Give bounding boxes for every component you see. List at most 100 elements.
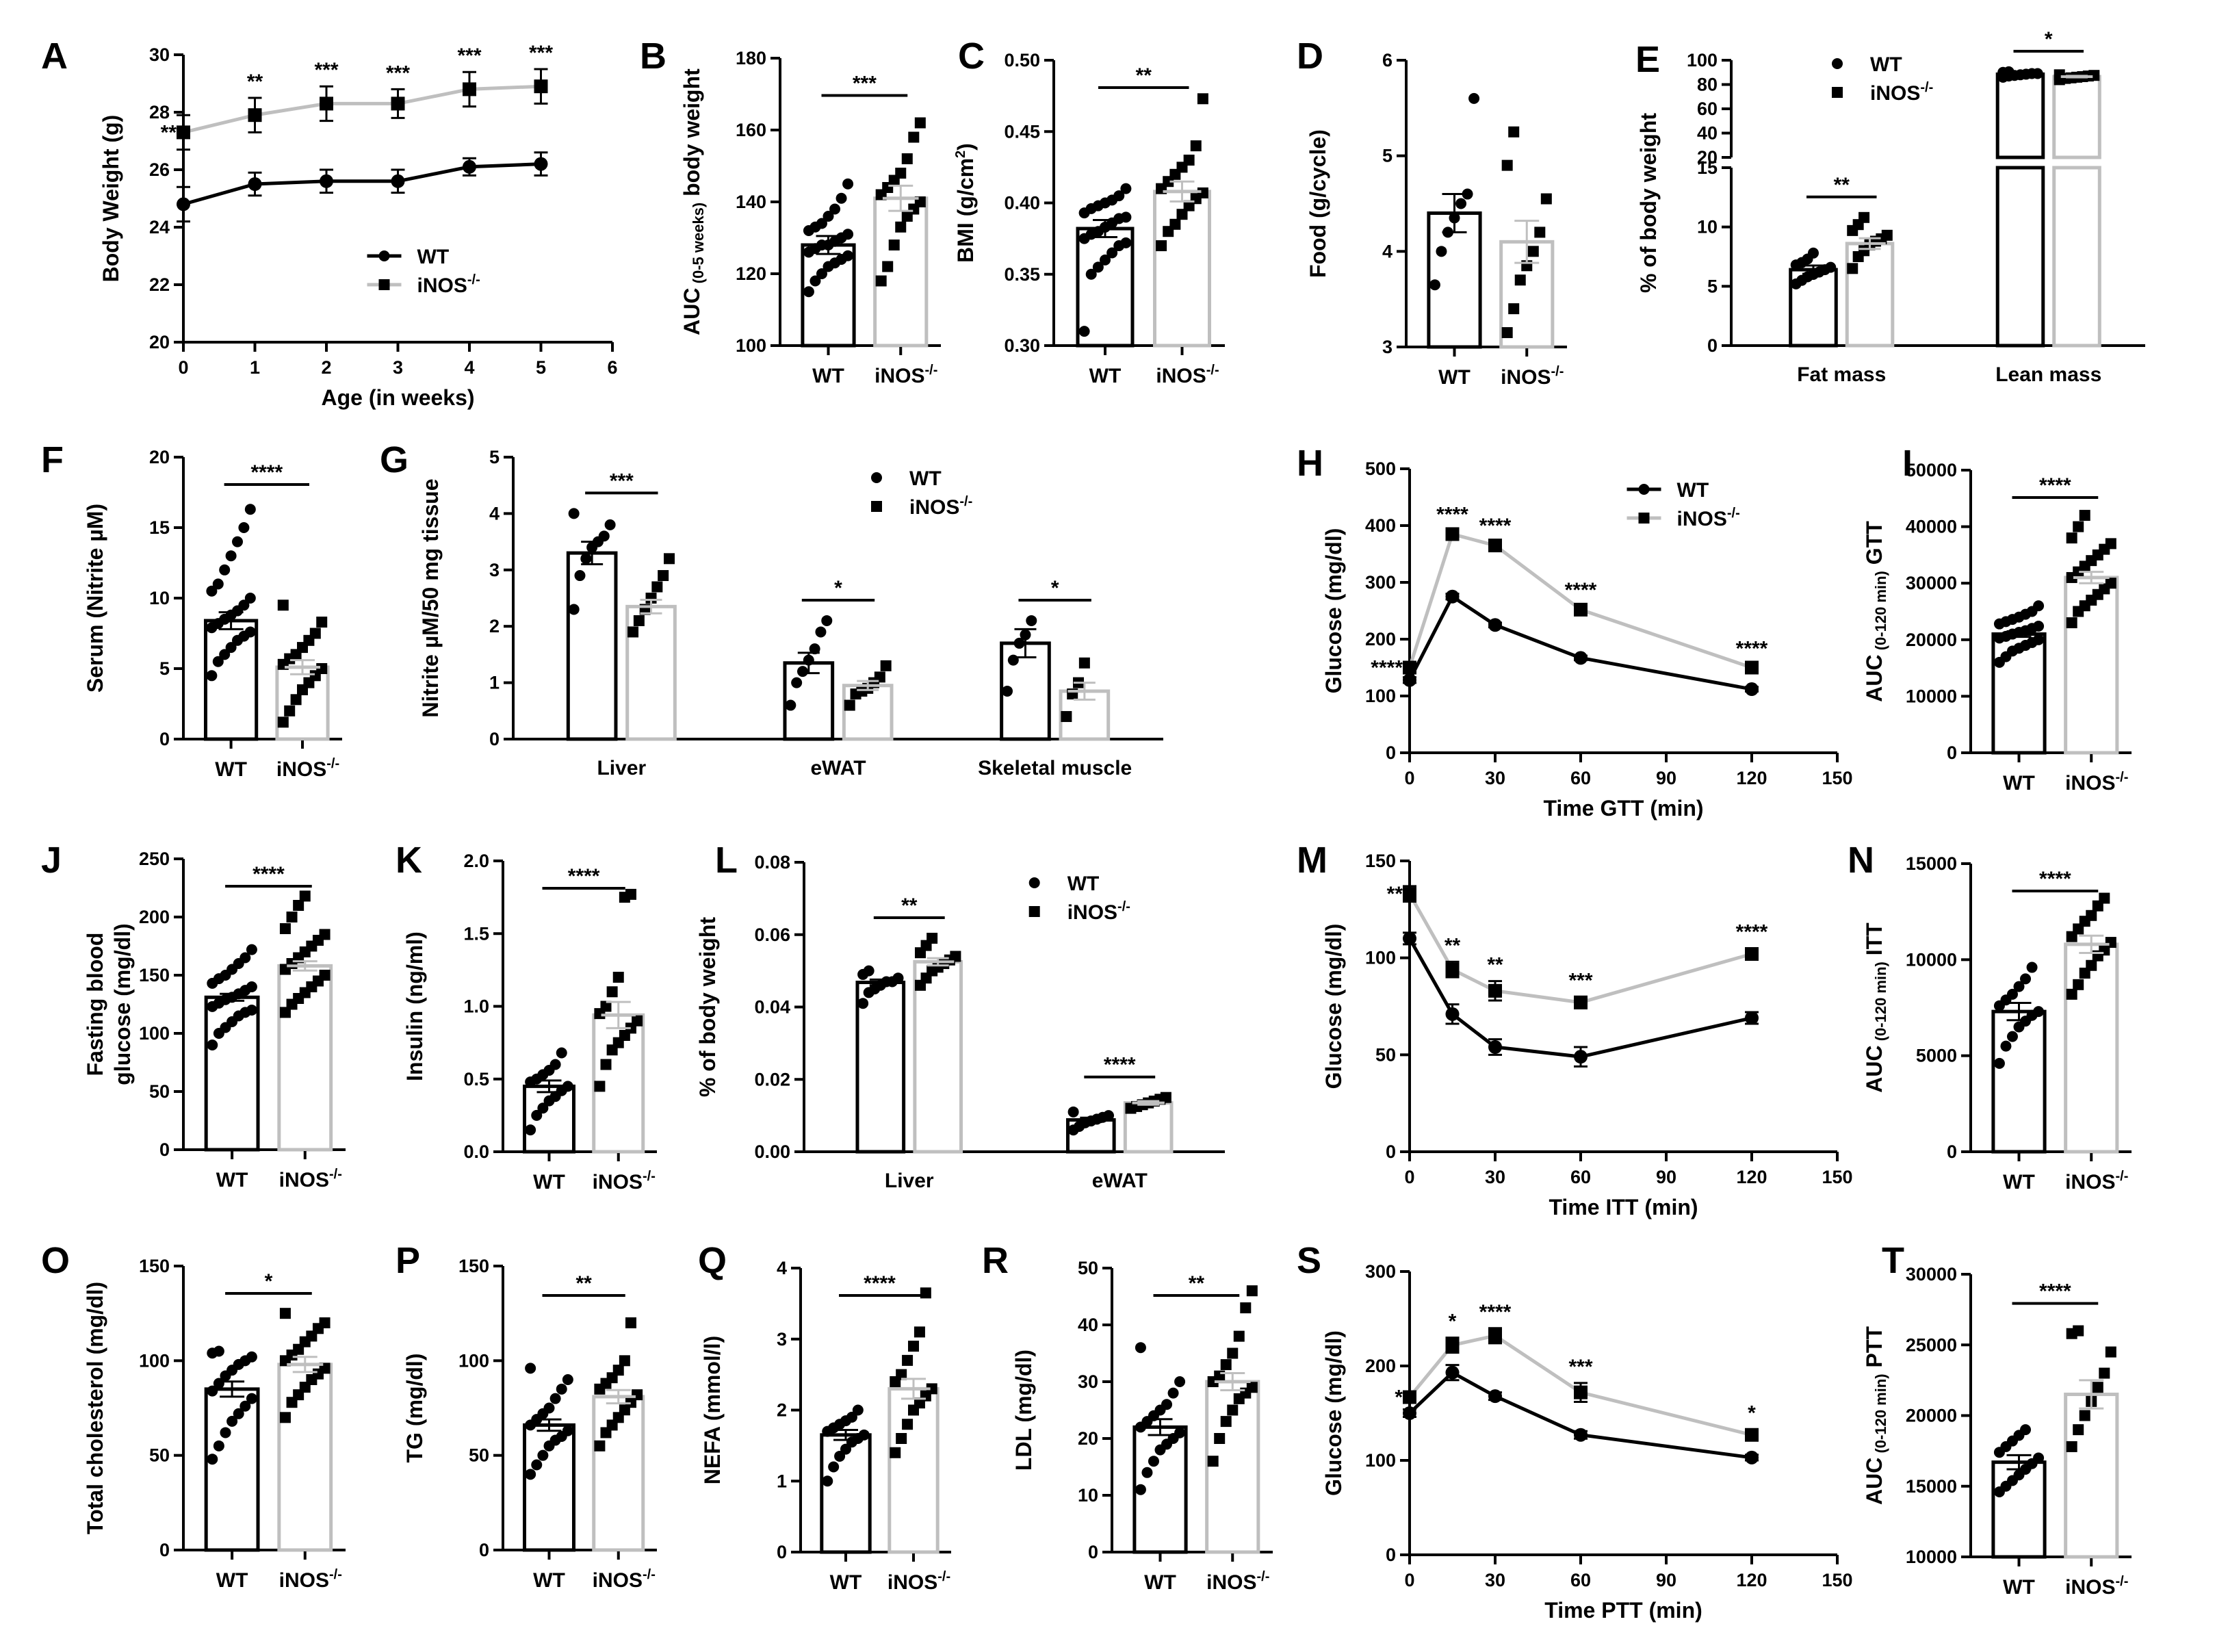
- y-tick-label: 100: [139, 1023, 170, 1044]
- data-point-inos: [1197, 187, 1208, 198]
- x-tick-label: 60: [1570, 1570, 1591, 1590]
- y-tick-label: 200: [1365, 629, 1396, 649]
- data-point-wt: [828, 1461, 840, 1473]
- data-point-wt: [1403, 673, 1416, 687]
- data-point-wt: [1468, 92, 1480, 104]
- data-point-inos: [651, 581, 663, 593]
- x-axis-label: Time GTT (min): [1543, 796, 1703, 821]
- data-point-inos: [1445, 962, 1460, 977]
- category-label-wt: WT: [1144, 1571, 1176, 1594]
- y-tick-label: 500: [1365, 459, 1396, 479]
- data-point-wt: [842, 178, 854, 190]
- data-point-wt: [207, 1454, 218, 1465]
- data-point-inos: [908, 1341, 919, 1352]
- significance-stars: *: [265, 1270, 273, 1293]
- data-point-wt: [213, 1440, 224, 1451]
- group-label: Fat mass: [1797, 363, 1886, 386]
- category-label-wt: WT: [2003, 772, 2035, 795]
- data-point-inos: [612, 972, 624, 983]
- y-tick-label: 150: [1365, 851, 1396, 871]
- y-tick-label: 180: [736, 48, 766, 68]
- y-tick-label: 0.40: [1004, 193, 1040, 214]
- data-point-inos: [277, 599, 289, 611]
- y-tick-label: 2: [489, 616, 500, 636]
- data-point-wt: [525, 1363, 536, 1374]
- data-point-wt: [2006, 988, 2018, 1000]
- panel-letter-r: R: [982, 1240, 1009, 1281]
- data-point-inos: [1574, 995, 1588, 1009]
- data-point-inos: [875, 275, 887, 287]
- data-point-wt: [2033, 634, 2045, 645]
- y-tick-label: 0: [159, 729, 170, 749]
- y-tick-label: 20: [1697, 147, 1718, 168]
- significance-stars: ****: [1104, 1054, 1136, 1076]
- group-label: eWAT: [810, 757, 866, 779]
- y-tick-label: 100: [458, 1350, 489, 1371]
- x-tick-label: 60: [1570, 768, 1591, 788]
- data-point-wt: [598, 530, 610, 542]
- data-point-inos: [290, 694, 302, 706]
- significance-stars: **: [1136, 64, 1152, 87]
- data-point-inos: [2086, 909, 2097, 921]
- significance-stars: ****: [250, 461, 283, 484]
- significance-stars: ****: [1736, 921, 1768, 944]
- y-tick-label: 40: [1078, 1315, 1098, 1335]
- y-tick-label: 160: [736, 120, 766, 140]
- y-tick-label: 0.5: [463, 1069, 489, 1089]
- x-tick-label: 30: [1485, 1570, 1505, 1590]
- significance-stars: ***: [1568, 969, 1592, 992]
- data-point-wt: [248, 177, 262, 191]
- data-point-inos: [1445, 527, 1460, 541]
- data-point-inos: [874, 671, 885, 683]
- data-point-wt: [816, 268, 827, 279]
- data-point-wt: [1120, 211, 1132, 223]
- significance-stars: ***: [457, 44, 481, 67]
- y-tick-label: 10: [149, 588, 170, 608]
- significance-stars: **: [161, 121, 177, 144]
- y-tick-label: 100: [139, 1350, 170, 1371]
- data-point-wt: [1445, 589, 1460, 604]
- category-label-inos: iNOS-/-: [593, 1169, 656, 1193]
- data-point-wt: [2006, 1031, 2018, 1042]
- significance-stars: ***: [853, 73, 877, 95]
- legend-label-inos: iNOS-/-: [1067, 899, 1130, 924]
- data-point-wt: [1745, 1011, 1759, 1025]
- data-point-wt: [2013, 981, 2025, 992]
- data-point-wt: [1436, 246, 1447, 257]
- significance-stars: **: [1834, 174, 1850, 196]
- panel-letter-i: I: [1902, 443, 1913, 484]
- y-axis-label: Glucose (mg/dl): [1321, 1330, 1346, 1496]
- data-point-wt: [549, 1393, 561, 1404]
- y-tick-label: 0: [1947, 743, 1957, 763]
- legend-marker-wt: [1028, 877, 1040, 888]
- data-point-inos: [645, 593, 657, 604]
- significance-stars: ****: [1479, 1301, 1512, 1324]
- data-point-wt: [1078, 326, 1090, 337]
- data-point-inos: [658, 570, 669, 582]
- y-tick-label: 100: [736, 335, 766, 356]
- data-point-wt: [246, 1393, 257, 1404]
- category-label-inos: iNOS-/-: [1156, 363, 1219, 387]
- data-point-wt: [562, 1374, 573, 1385]
- category-label-wt: WT: [2003, 1576, 2035, 1599]
- data-point-inos: [2066, 988, 2077, 1000]
- panel-I: 0 10000 20000 30000 40000 50000 WT iNOS-/- **** A…: [1862, 460, 2132, 795]
- data-point-inos: [1501, 159, 1513, 171]
- y-tick-label: 200: [1365, 1356, 1396, 1376]
- y-tick-label: 10000: [1906, 1547, 1957, 1567]
- data-point-wt: [568, 508, 580, 519]
- data-point-inos: [632, 1389, 643, 1401]
- data-point-wt: [1993, 1057, 2005, 1069]
- bar-inos: [2064, 1393, 2119, 1559]
- panel-letter-c: C: [958, 36, 985, 77]
- category-label-inos: iNOS-/-: [279, 1567, 342, 1592]
- significance-stars: ****: [2039, 868, 2071, 890]
- data-point-wt: [1488, 1389, 1502, 1404]
- data-point-wt: [244, 626, 256, 638]
- y-tick-label: 0.30: [1004, 335, 1040, 356]
- significance-stars: ****: [1436, 503, 1468, 526]
- data-point-wt: [525, 1469, 536, 1480]
- category-label-wt: WT: [216, 1169, 248, 1191]
- category-label-inos: iNOS-/-: [888, 1569, 950, 1594]
- y-tick-label: 40000: [1906, 517, 1957, 537]
